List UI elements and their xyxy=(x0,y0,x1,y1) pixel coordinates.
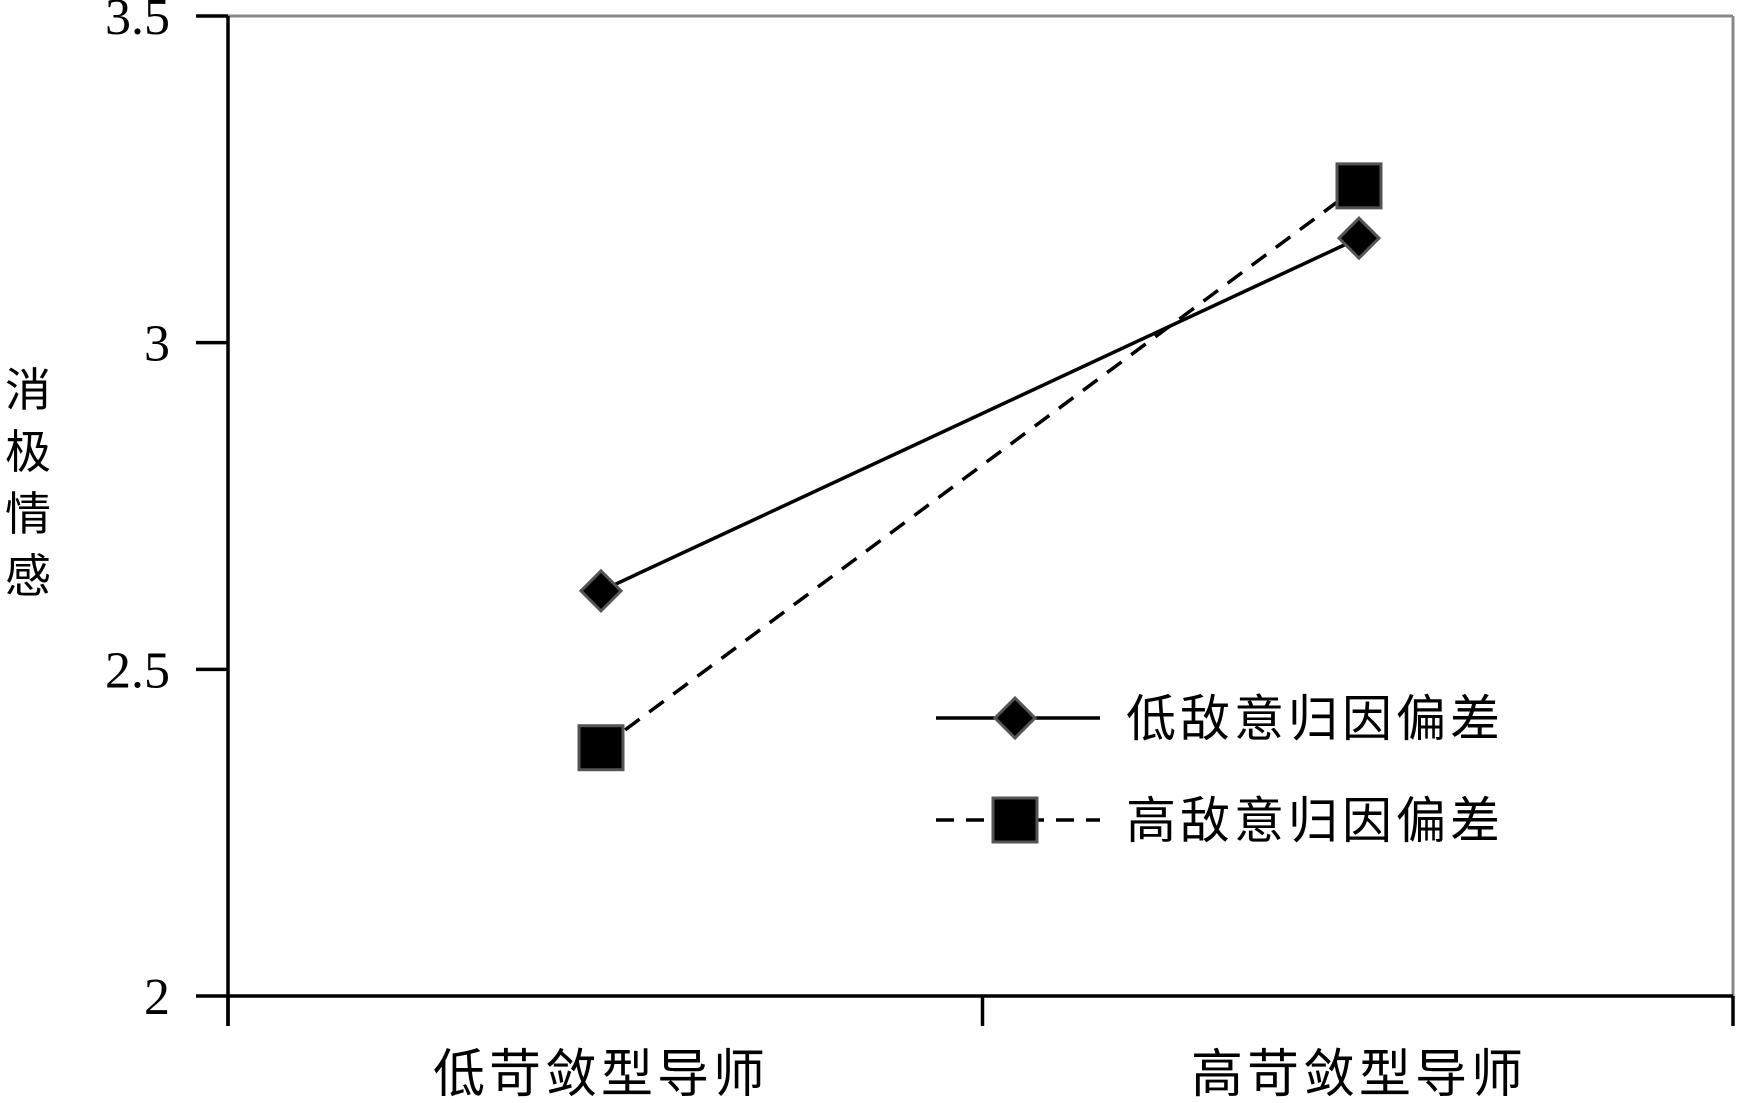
series-line xyxy=(600,236,1360,593)
x-axis: 低苛敛型导师 高苛敛型导师 xyxy=(226,994,1735,1103)
series-2 xyxy=(577,162,1383,772)
y-tick-label: 3 xyxy=(144,316,170,373)
legend-marker-square xyxy=(991,796,1039,844)
y-axis-title-char: 消 xyxy=(5,363,51,417)
y-axis-title-char: 极 xyxy=(5,425,51,479)
x-category-label: 高苛敛型导师 xyxy=(1191,1045,1527,1103)
y-tick-label: 2 xyxy=(144,969,170,1026)
y-axis-title-char: 感 xyxy=(5,549,51,603)
y-axis: 2 2.5 3 3.5 xyxy=(105,0,230,1026)
data-point-diamond xyxy=(578,568,624,614)
data-point-diamond xyxy=(1336,216,1382,261)
x-category-label: 低苛敛型导师 xyxy=(433,1045,769,1103)
y-tick-label: 3.5 xyxy=(105,0,170,46)
series-1 xyxy=(578,216,1382,614)
legend-marker-diamond xyxy=(992,695,1038,741)
legend-item-2: 高敌意归因偏差 xyxy=(936,792,1504,850)
data-point-square xyxy=(577,724,625,772)
y-axis-title-char: 情 xyxy=(5,487,51,541)
data-point-square xyxy=(1335,162,1383,210)
plot-frame xyxy=(228,14,1735,996)
legend-label: 低敌意归因偏差 xyxy=(1126,690,1504,748)
series-layer xyxy=(577,162,1383,772)
series-line xyxy=(599,184,1361,750)
y-tick-label: 2.5 xyxy=(105,642,170,699)
legend-item-1: 低敌意归因偏差 xyxy=(936,690,1504,748)
legend-label: 高敌意归因偏差 xyxy=(1126,792,1504,850)
